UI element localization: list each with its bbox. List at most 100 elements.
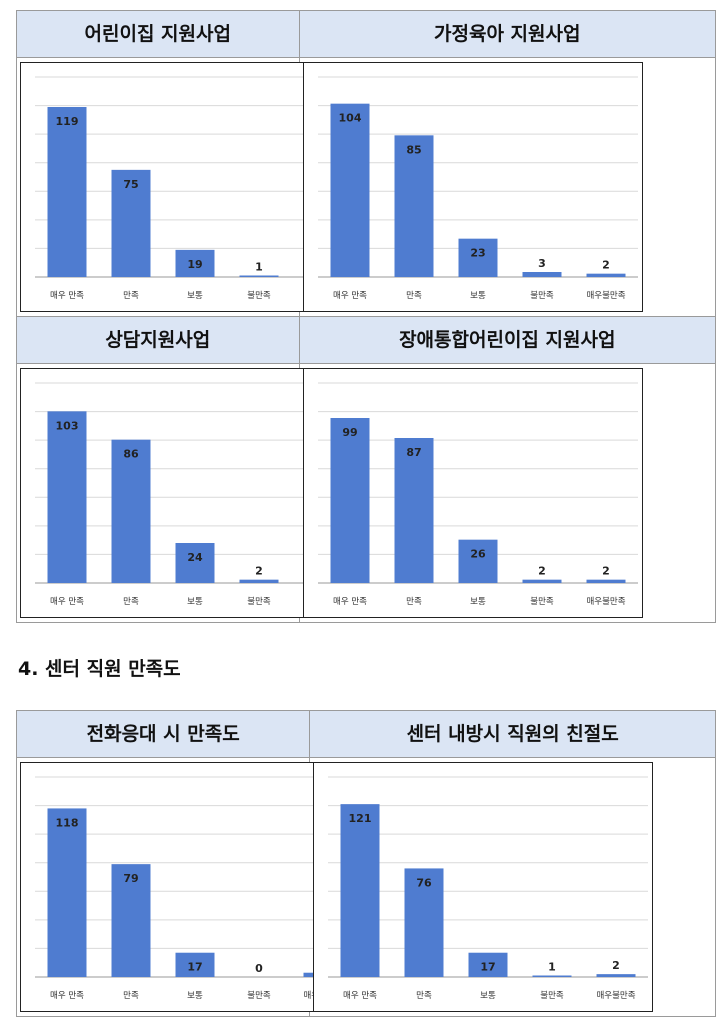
bar [239,275,279,277]
chart-cell: 121 매우 만족 76 만족 17 보통 1 불만족 2 매우불만족 [309,757,716,1017]
table-staff-satisfaction: 전화응대 시 만족도 센터 내방시 직원의 친절도 118 매우 만족 79 만족 17… [15,710,716,1017]
x-tick-label: 만족 [123,991,139,1001]
chart-title-daycare: 어린이집 지원사업 [84,23,231,45]
data-label: 2 [538,565,546,578]
bar-chart-inclusive-daycare: 99 매우 만족 87 만족 26 보통 2 불만족 2 매우불만족 [302,368,643,618]
x-tick-label: 매우 만족 [343,991,377,1001]
data-label: 119 [56,115,79,128]
bar [47,107,87,277]
data-label: 75 [123,178,138,191]
data-label: 99 [342,426,357,439]
data-label: 0 [255,962,263,975]
bar [522,272,562,277]
bar [586,273,626,277]
chart-svg: 104 매우 만족 85 만족 23 보통 3 불만족 2 매우불만족 [317,76,638,301]
bar [596,974,636,977]
header-cell: 센터 내방시 직원의 친절도 [309,710,716,758]
bar [458,539,498,583]
x-tick-label: 불만족 [247,596,271,607]
x-tick-label: 매우불만족 [597,990,636,1001]
bar-chart-home-care: 104 매우 만족 85 만족 23 보통 3 불만족 2 매우불만족 [302,62,643,312]
chart-svg: 99 매우 만족 87 만족 26 보통 2 불만족 2 매우불만족 [317,382,638,607]
x-tick-label: 보통 [480,991,496,1001]
chart-title-phone: 전화응대 시 만족도 [86,723,240,745]
data-label: 2 [602,259,610,272]
data-label: 17 [481,961,496,974]
bar [522,579,562,583]
data-label: 76 [417,876,433,889]
x-tick-label: 만족 [416,991,432,1001]
header-cell: 상담지원사업 [16,316,300,364]
data-label: 104 [338,112,361,125]
x-tick-label: 매우불만족 [586,290,625,301]
bar [394,135,434,277]
header-cell: 전화응대 시 만족도 [15,710,311,758]
bar [111,864,151,977]
data-label: 2 [255,565,263,578]
data-label: 17 [187,961,202,974]
data-label: 86 [123,448,139,461]
x-tick-label: 불만족 [530,596,554,607]
data-label: 85 [406,143,421,156]
data-label: 19 [187,258,202,271]
header-cell: 가정육아 지원사업 [298,10,717,58]
bar [340,804,380,977]
data-label: 2 [612,959,620,972]
bar [394,438,434,583]
data-label: 121 [349,812,372,825]
bar [47,808,87,977]
bar [47,411,87,583]
header-cell: 장애통합어린이집 지원사업 [298,316,717,364]
chart-title-counseling: 상담지원사업 [105,329,211,351]
bar [404,868,444,977]
x-tick-label: 불만족 [247,990,271,1001]
x-tick-label: 매우 만족 [333,597,367,607]
bar [586,579,626,583]
data-label: 118 [56,816,79,829]
x-tick-label: 보통 [187,597,203,607]
x-tick-label: 매우 만족 [333,291,367,301]
bar [111,439,151,583]
table-program-satisfaction: 어린이집 지원사업 가정육아 지원사업 119 매우 만족 75 만족 19 보통 1 불만족… [16,10,717,623]
chart-title-home-care: 가정육아 지원사업 [434,23,581,45]
x-tick-label: 매우불만족 [586,596,625,607]
data-label: 79 [123,872,138,885]
bar [532,975,572,977]
bar [175,952,215,977]
section-heading: 4. 센터 직원 만족도 [18,658,181,680]
x-tick-label: 만족 [406,597,422,607]
bar [458,238,498,277]
x-tick-label: 만족 [123,597,139,607]
x-tick-label: 불만족 [530,290,554,301]
chart-title-visit: 센터 내방시 직원의 친절도 [406,723,619,745]
x-tick-label: 보통 [470,597,486,607]
x-tick-label: 불만족 [541,990,565,1001]
data-label: 103 [56,419,79,432]
x-tick-label: 매우 만족 [50,991,84,1001]
x-tick-label: 보통 [187,991,203,1001]
chart-svg: 121 매우 만족 76 만족 17 보통 1 불만족 2 매우불만족 [328,776,649,1001]
x-tick-label: 매우 만족 [50,597,84,607]
data-label: 24 [187,551,203,564]
bar [330,103,370,277]
chart-cell: 99 매우 만족 87 만족 26 보통 2 불만족 2 매우불만족 [298,363,717,623]
bar [239,579,279,583]
data-label: 23 [470,247,485,260]
bar [175,543,215,583]
bar-chart-visit: 121 매우 만족 76 만족 17 보통 1 불만족 2 매우불만족 [313,762,654,1012]
header-cell: 어린이집 지원사업 [16,10,300,58]
bar [111,169,151,277]
data-label: 87 [406,446,421,459]
data-label: 1 [255,261,263,274]
chart-title-inclusive-daycare: 장애통합어린이집 지원사업 [399,329,616,351]
bar [175,249,215,277]
chart-cell: 104 매우 만족 85 만족 23 보통 3 불만족 2 매우불만족 [298,57,717,317]
x-tick-label: 만족 [123,291,139,301]
data-label: 2 [602,565,610,578]
x-tick-label: 보통 [470,291,486,301]
x-tick-label: 불만족 [247,290,271,301]
